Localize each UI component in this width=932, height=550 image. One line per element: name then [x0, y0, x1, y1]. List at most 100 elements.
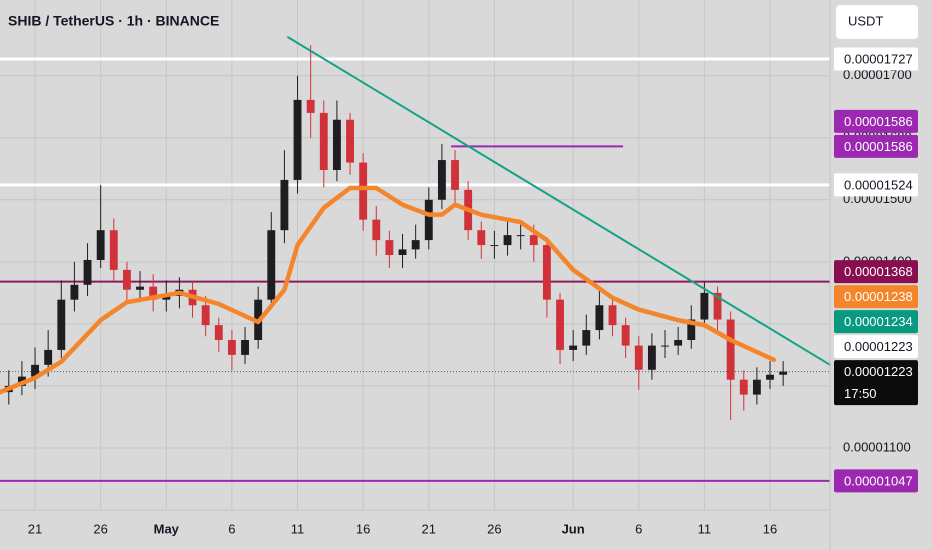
- candle-body: [766, 374, 774, 380]
- candle-body: [437, 160, 446, 200]
- candle-body: [713, 292, 722, 320]
- candle-body: [503, 235, 512, 246]
- x-tick-label: 11: [698, 521, 712, 536]
- candle-body: [83, 259, 92, 285]
- candle-body: [241, 340, 249, 355]
- x-tick-label: 16: [763, 521, 777, 536]
- candle-body: [621, 325, 630, 346]
- price-tag: 0.00001223: [834, 335, 918, 359]
- price-tag-label: 0.00001524: [844, 177, 913, 192]
- candle-body: [293, 99, 302, 180]
- price-tag-box: [834, 335, 918, 359]
- price-tag-label: 0.00001727: [844, 51, 913, 66]
- countdown: 17:50: [844, 386, 877, 401]
- price-tag-label: 0.00001223: [844, 339, 913, 354]
- candle-body: [96, 230, 105, 260]
- currency-box: [836, 5, 918, 39]
- price-tag-label: 0.00001234: [844, 314, 913, 329]
- x-tick-label: May: [154, 521, 180, 536]
- candle-body: [201, 305, 210, 326]
- ema-line: [0, 185, 777, 395]
- candle-body: [687, 319, 696, 340]
- candle-body: [319, 112, 328, 170]
- candle-body: [267, 230, 276, 300]
- price-tag-box: [834, 360, 918, 406]
- candle-body: [424, 199, 433, 241]
- price-tag: 0.00001727: [834, 47, 918, 71]
- x-tick-label: 11: [291, 521, 305, 536]
- candle-body: [529, 235, 538, 246]
- price-tag-label: 0.00001223: [844, 364, 913, 379]
- candle-body: [346, 119, 354, 163]
- price-tag-label: 0.00001586: [844, 114, 913, 129]
- candle-body: [451, 160, 459, 190]
- candle-body: [556, 299, 564, 350]
- price-tag: 0.00001586: [834, 134, 918, 158]
- candle-body: [752, 379, 761, 395]
- price-tag-label: 0.00001047: [844, 473, 913, 488]
- candle-body: [306, 99, 315, 113]
- price-tag-box: [834, 285, 918, 309]
- y-tick-label: 0.00001100: [843, 439, 911, 454]
- price-tag-box: [834, 47, 918, 71]
- price-tag: 0.00001238: [834, 285, 918, 309]
- x-tick-label: 6: [635, 521, 642, 536]
- candle-body: [136, 286, 144, 290]
- trend-line: [287, 36, 831, 366]
- price-tag: 0.00001368: [834, 260, 918, 284]
- candle-body: [739, 379, 748, 395]
- candle-body: [280, 179, 289, 231]
- candle-body: [44, 349, 53, 365]
- candle-body: [490, 245, 499, 247]
- candle-body: [582, 330, 591, 346]
- price-tag-label: 0.00001586: [844, 139, 913, 154]
- candle-body: [779, 371, 788, 375]
- price-tag: 0.00001223 17:50: [834, 360, 918, 406]
- candle-body: [674, 340, 683, 346]
- price-tag: 0.00001524: [834, 173, 918, 197]
- candle-body: [214, 325, 223, 340]
- candle-body: [398, 249, 407, 255]
- y-tick-label: 0.00001700: [843, 67, 912, 82]
- candle-body: [31, 364, 39, 377]
- price-tag-label: 0.00001238: [844, 289, 913, 304]
- candle-body: [661, 345, 669, 347]
- candle-body: [477, 230, 486, 246]
- x-tick-label: 6: [228, 521, 235, 536]
- candle-body: [726, 319, 735, 380]
- candle-body: [700, 292, 709, 320]
- x-tick-label: 16: [356, 521, 370, 536]
- candle-body: [411, 240, 420, 250]
- x-tick-label: 21: [422, 521, 436, 536]
- candle-body: [372, 219, 381, 241]
- x-tick-label: Jun: [562, 521, 585, 536]
- x-tick-label: 26: [93, 521, 107, 536]
- price-tag-box: [834, 260, 918, 284]
- candle-body: [162, 295, 171, 300]
- price-tag: 0.00001047: [834, 469, 918, 493]
- currency: USDT: [848, 13, 883, 28]
- candle-body: [595, 305, 604, 331]
- x-tick-label: 26: [487, 521, 501, 536]
- price-tag-box: [834, 134, 918, 158]
- price-tag-box: [834, 109, 918, 133]
- candle-body: [542, 245, 551, 300]
- price-tag-box: [834, 310, 918, 334]
- candle-body: [516, 235, 525, 237]
- candle-body: [608, 305, 617, 326]
- price-tag: 0.00001234: [834, 310, 918, 334]
- candle-body: [122, 269, 131, 290]
- x-tick-label: 21: [28, 521, 42, 536]
- candle-body: [385, 240, 394, 255]
- price-tag-box: [834, 173, 918, 197]
- price-tag-box: [834, 469, 918, 493]
- candle-body: [359, 162, 368, 220]
- candle-body: [109, 230, 118, 270]
- candle-body: [569, 345, 578, 350]
- candle-body: [227, 340, 236, 355]
- candle-body: [634, 345, 643, 370]
- candle-body: [70, 284, 79, 300]
- candle-body: [57, 299, 66, 350]
